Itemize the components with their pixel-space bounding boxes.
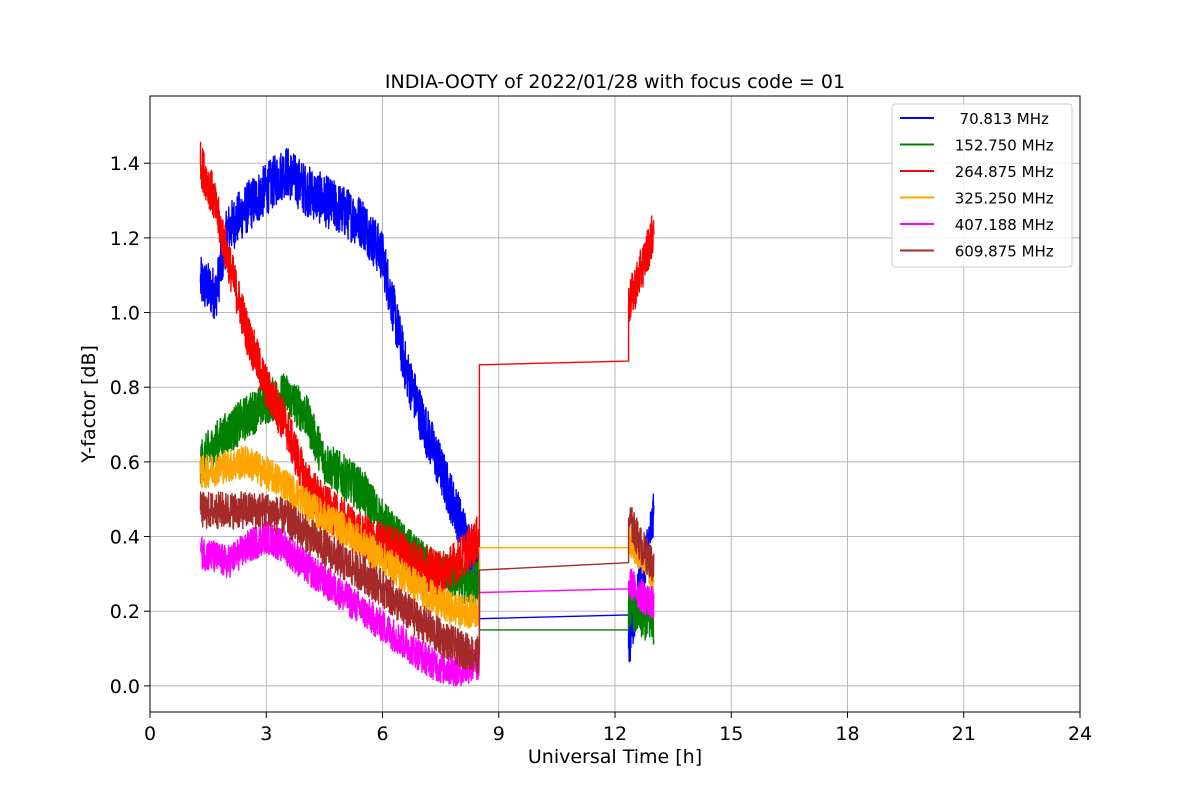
y-tick-label: 1.2 [110, 228, 140, 250]
legend-box [891, 103, 1073, 268]
y-tick-label: 0.8 [110, 377, 140, 399]
legend-label: 609.875 MHz [950, 243, 1054, 261]
y-tick-label: 1.4 [110, 153, 140, 175]
series-layer [199, 141, 655, 687]
x-tick-label: 6 [376, 723, 388, 745]
y-tick-label: 0.2 [110, 601, 140, 623]
x-tick-label: 18 [835, 723, 859, 745]
x-tick-label: 3 [260, 723, 272, 745]
series-line-5 [199, 521, 655, 687]
legend-label: 264.875 MHz [950, 163, 1054, 181]
legend: 70.813 MHz 152.750 MHz 264.875 MHz 325.2… [891, 103, 1073, 268]
legend-label: 407.188 MHz [950, 216, 1054, 234]
x-axis-label: Universal Time [h] [528, 746, 702, 768]
legend-label: 70.813 MHz [950, 110, 1049, 128]
series-line-6 [199, 491, 655, 675]
x-tick-label: 12 [603, 723, 627, 745]
y-axis-label: Y-factor [dB] [78, 345, 100, 464]
x-tick-label: 24 [1068, 723, 1092, 745]
x-tick-label: 9 [493, 723, 505, 745]
y-tick-label: 0.6 [110, 452, 140, 474]
x-tick-label: 15 [719, 723, 743, 745]
legend-label: 325.250 MHz [950, 190, 1054, 208]
series-line-4 [199, 445, 655, 629]
legend-label: 152.750 MHz [950, 137, 1054, 155]
y-tick-label: 1.0 [110, 303, 140, 325]
y-axis: 0.0 0.2 0.4 0.6 0.8 1.0 1.2 1.4 [110, 153, 150, 698]
x-tick-label: 0 [144, 723, 156, 745]
y-tick-label: 0.4 [110, 527, 140, 549]
chart-title: INDIA-OOTY of 2022/01/28 with focus code… [385, 71, 845, 93]
x-axis: 0 3 6 9 12 15 18 21 24 [144, 712, 1092, 745]
x-tick-label: 21 [952, 723, 976, 745]
series-line-1 [199, 148, 655, 663]
y-tick-label: 0.0 [110, 676, 140, 698]
